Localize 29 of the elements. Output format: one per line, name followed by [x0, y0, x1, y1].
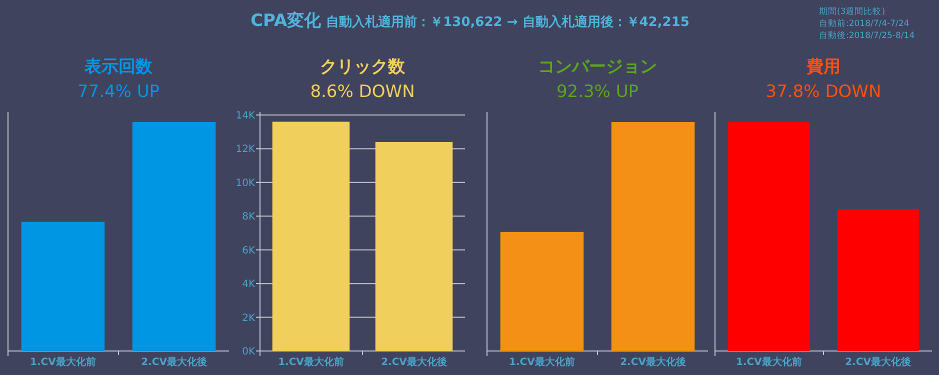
y-tick-label: 14K [236, 110, 256, 122]
y-tick-label: 2K [242, 312, 256, 324]
x-tick-label: 1.CV最大化前 [278, 356, 344, 368]
text: 自動後:2018/7/25-8/14 [819, 30, 915, 41]
text: 自動入札適用前：￥130,622 → 自動入札適用後：￥42,215 [326, 14, 690, 30]
x-tick-label: 2.CV最大化後 [620, 356, 686, 368]
y-tick-label: 12K [236, 144, 256, 156]
chart-title: 費用 [806, 57, 840, 77]
x-tick-label: 1.CV最大化前 [509, 356, 575, 368]
y-tick-label: 4K [242, 279, 256, 290]
chart-subtitle: 8.6% DOWN [310, 82, 415, 102]
text: CPA変化 [250, 11, 322, 31]
text: 自動前:2018/7/4-7/24 [819, 18, 910, 29]
y-tick-label: 10K [236, 178, 256, 189]
x-tick-label: 1.CV最大化前 [30, 356, 96, 368]
y-tick-label: 6K [242, 245, 256, 256]
chart-subtitle: 77.4% UP [77, 82, 160, 102]
text: 期間(3週間比較) [819, 6, 886, 17]
x-tick-label: 1.CV最大化前 [736, 356, 802, 368]
x-tick-label: 2.CV最大化後 [381, 356, 447, 368]
x-tick-label: 2.CV最大化後 [141, 356, 207, 368]
y-tick-label: 0K [242, 346, 256, 358]
chart-subtitle: 37.8% DOWN [766, 82, 882, 102]
chart-title: 表示回数 [84, 57, 154, 77]
chart-subtitle: 92.3% UP [556, 82, 639, 102]
chart-title: コンバージョン [538, 57, 657, 77]
chart-title: クリック数 [320, 57, 406, 77]
y-tick-label: 8K [242, 212, 256, 223]
x-tick-label: 2.CV最大化後 [845, 356, 911, 368]
